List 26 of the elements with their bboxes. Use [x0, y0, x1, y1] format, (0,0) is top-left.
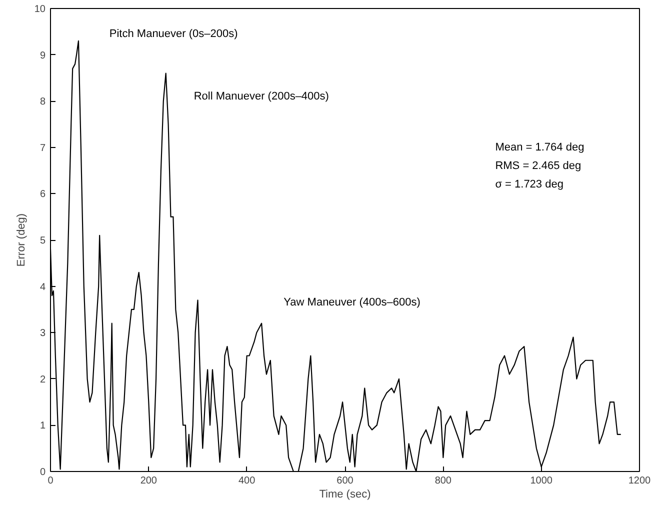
y-tick-label: 5 — [40, 236, 46, 246]
annotation: Pitch Manuever (0s–200s) — [109, 28, 238, 40]
x-tick-label: 600 — [336, 476, 354, 486]
y-tick-label: 10 — [34, 4, 46, 15]
annotation: Mean = 1.764 deg — [495, 141, 584, 154]
y-tick-label: 6 — [40, 189, 46, 200]
annotation: Yaw Maneuver (400s–600s) — [284, 296, 420, 309]
annotation: σ = 1.723 deg — [495, 178, 564, 190]
x-tick-label: 200 — [140, 476, 158, 486]
x-tick-label: 800 — [434, 476, 452, 486]
y-tick-label: 1 — [40, 420, 46, 432]
y-tick-label: 3 — [40, 328, 46, 340]
x-tick-label: 1200 — [628, 476, 652, 486]
x-tick-label: 0 — [48, 476, 54, 486]
annotation: Roll Manuever (200s–400s) — [194, 90, 329, 102]
y-tick-label: 4 — [40, 282, 46, 293]
y-tick-label: 9 — [40, 50, 46, 62]
y-tick-label: 7 — [40, 142, 46, 154]
y-tick-label: 2 — [40, 374, 46, 386]
x-tick-label: 400 — [238, 476, 256, 486]
y-tick-label: 8 — [40, 96, 46, 108]
x-axis-title: Time (sec) — [319, 488, 371, 500]
x-tick-label: 1000 — [530, 476, 553, 486]
y-tick-label: 0 — [40, 467, 46, 478]
annotation: RMS = 2.465 deg — [495, 160, 582, 172]
y-axis-title: Error (deg) — [15, 213, 28, 267]
